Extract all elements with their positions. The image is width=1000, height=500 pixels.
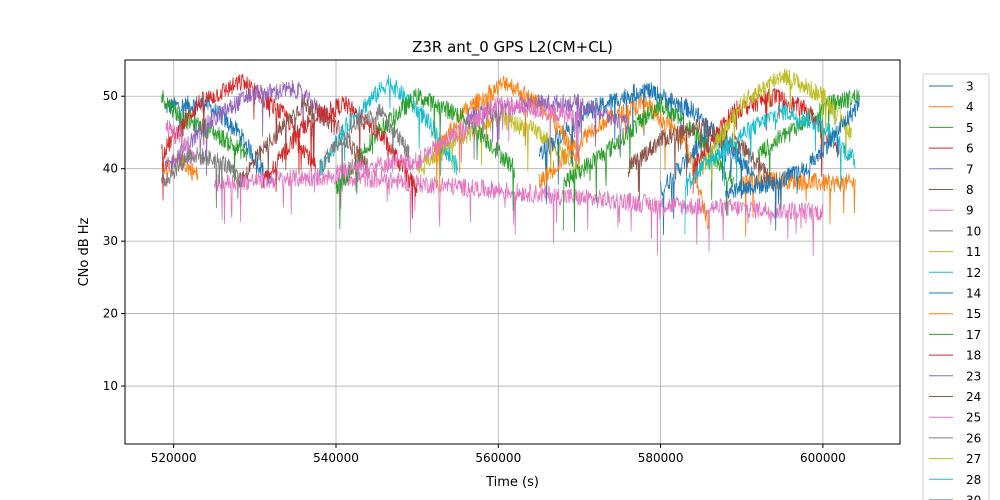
legend-label-18: 18 xyxy=(966,349,981,363)
legend-label-14: 14 xyxy=(966,287,981,301)
legend-label-4: 4 xyxy=(966,100,974,114)
series-line-9 xyxy=(165,120,195,166)
series-line-14 xyxy=(538,82,743,205)
legend-label-23: 23 xyxy=(966,369,981,383)
legend-label-8: 8 xyxy=(966,183,974,197)
series-line-17 xyxy=(562,95,734,233)
chart-title: Z3R ant_0 GPS L2(CM+CL) xyxy=(412,38,613,57)
legend-label-6: 6 xyxy=(966,142,974,156)
series-line-6 xyxy=(161,73,317,201)
x-tick-label: 520000 xyxy=(151,451,197,465)
legend-label-7: 7 xyxy=(966,162,974,176)
x-tick-label: 540000 xyxy=(313,451,359,465)
legend-label-28: 28 xyxy=(966,473,981,487)
y-tick-label: 50 xyxy=(103,89,118,103)
series-line-25 xyxy=(335,96,580,178)
series-line-7 xyxy=(165,80,329,176)
legend-label-25: 25 xyxy=(966,411,981,425)
legend-label-30: 30 xyxy=(966,494,981,500)
x-axis-label: Time (s) xyxy=(485,475,539,490)
legend-label-27: 27 xyxy=(966,452,981,466)
legend-label-3: 3 xyxy=(966,80,974,94)
y-tick-label: 10 xyxy=(103,379,118,393)
x-tick-label: 580000 xyxy=(638,451,684,465)
series-line-4 xyxy=(741,171,856,237)
series-line-5 xyxy=(757,89,860,186)
x-tick-label: 600000 xyxy=(800,451,846,465)
y-tick-label: 20 xyxy=(103,307,118,321)
y-tick-label: 40 xyxy=(103,162,118,176)
legend-label-12: 12 xyxy=(966,266,981,280)
series-line-30 xyxy=(725,95,860,231)
x-tick-label: 560000 xyxy=(475,451,521,465)
y-axis-label: CNo dB Hz xyxy=(77,217,92,286)
legend-label-15: 15 xyxy=(966,307,981,321)
x-axis-ticks: 520000 540000 560000 580000 600000 xyxy=(151,444,846,465)
legend-label-17: 17 xyxy=(966,328,981,342)
legend-label-26: 26 xyxy=(966,431,981,445)
series-line-27 xyxy=(700,68,852,182)
series-line-17 xyxy=(335,87,515,230)
legend-label-5: 5 xyxy=(966,121,974,135)
y-axis-ticks: 10 20 30 40 50 xyxy=(103,89,125,393)
legend-label-24: 24 xyxy=(966,390,981,404)
legend-label-11: 11 xyxy=(966,245,981,259)
series-line-18 xyxy=(262,96,418,219)
legend-label-9: 9 xyxy=(966,204,974,218)
plot-area-frame xyxy=(124,59,901,445)
series-line-26 xyxy=(319,103,410,192)
legend-label-10: 10 xyxy=(966,224,981,238)
series-line-23 xyxy=(465,94,629,160)
series-line-9 xyxy=(213,167,824,256)
y-tick-label: 30 xyxy=(103,234,118,248)
legend: 3 4 5 6 7 8 9 10 11 12 14 15 17 18 23 24 25 26 27 28 30 xyxy=(922,73,990,500)
plot-area-series xyxy=(161,68,860,256)
series-line-28 xyxy=(684,101,856,235)
series-line-10 xyxy=(161,146,244,209)
legend-frame xyxy=(922,73,990,500)
